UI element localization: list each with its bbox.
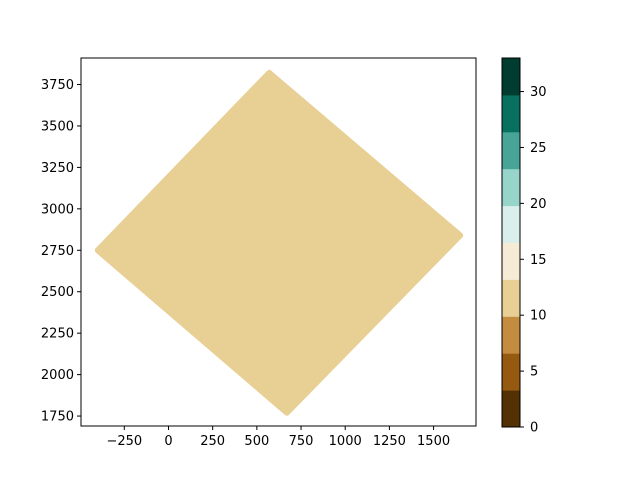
y-tick-label: 3750 [41,78,74,93]
colorbar-tick-label: 20 [530,197,547,212]
x-tick-label: 0 [164,434,172,449]
colorbar-segment-4 [502,242,520,280]
y-tick-label: 2250 [41,327,74,342]
colorbar: 0 5 10 15 20 25 30 [501,57,547,436]
x-tick-label: −250 [106,434,142,449]
colorbar-segment-8 [502,94,520,133]
y-tick-label: 1750 [41,410,74,425]
colorbar-segment-0 [502,390,520,428]
y-tick-label: 3500 [41,119,74,134]
y-tick-label: 3250 [41,161,74,176]
colorbar-segment-5 [502,205,520,243]
plot-area [80,57,477,427]
x-tick-label: 750 [289,434,314,449]
x-tick-label: 500 [244,434,269,449]
x-tick-label: 1500 [417,434,450,449]
colorbar-segment-2 [502,316,520,354]
colorbar-frame [501,57,521,428]
colorbar-tick-label: 30 [530,85,547,100]
colorbar-segment-3 [502,279,520,317]
colorbar-tick-label: 15 [530,253,547,268]
y-tick-label: 2000 [41,368,74,383]
x-tick-label: 1000 [329,434,362,449]
colorbar-segment-6 [502,168,520,207]
y-tick-label: 3000 [41,202,74,217]
colorbar-tick-label: 10 [530,309,547,324]
colorbar-tick-label: 0 [530,421,538,436]
colorbar-segment-7 [502,131,520,170]
colorbar-tick-label: 25 [530,141,547,156]
x-tick-label: 1250 [373,434,406,449]
y-tick-label: 2750 [41,244,74,259]
x-tick-label: 250 [200,434,225,449]
y-tick-label: 2500 [41,285,74,300]
colorbar-segment-1 [502,353,520,391]
colorbar-segment-9 [502,58,520,96]
scatter-region-0 [94,69,464,416]
x-axis-ticks: −250 0 250 500 750 1000 1250 1500 [106,426,450,449]
axes-frame [80,57,477,427]
colorbar-tick-label: 5 [530,365,538,380]
y-axis-ticks: 1750 2000 2250 2500 2750 3000 3250 3500 3750 [41,78,81,425]
